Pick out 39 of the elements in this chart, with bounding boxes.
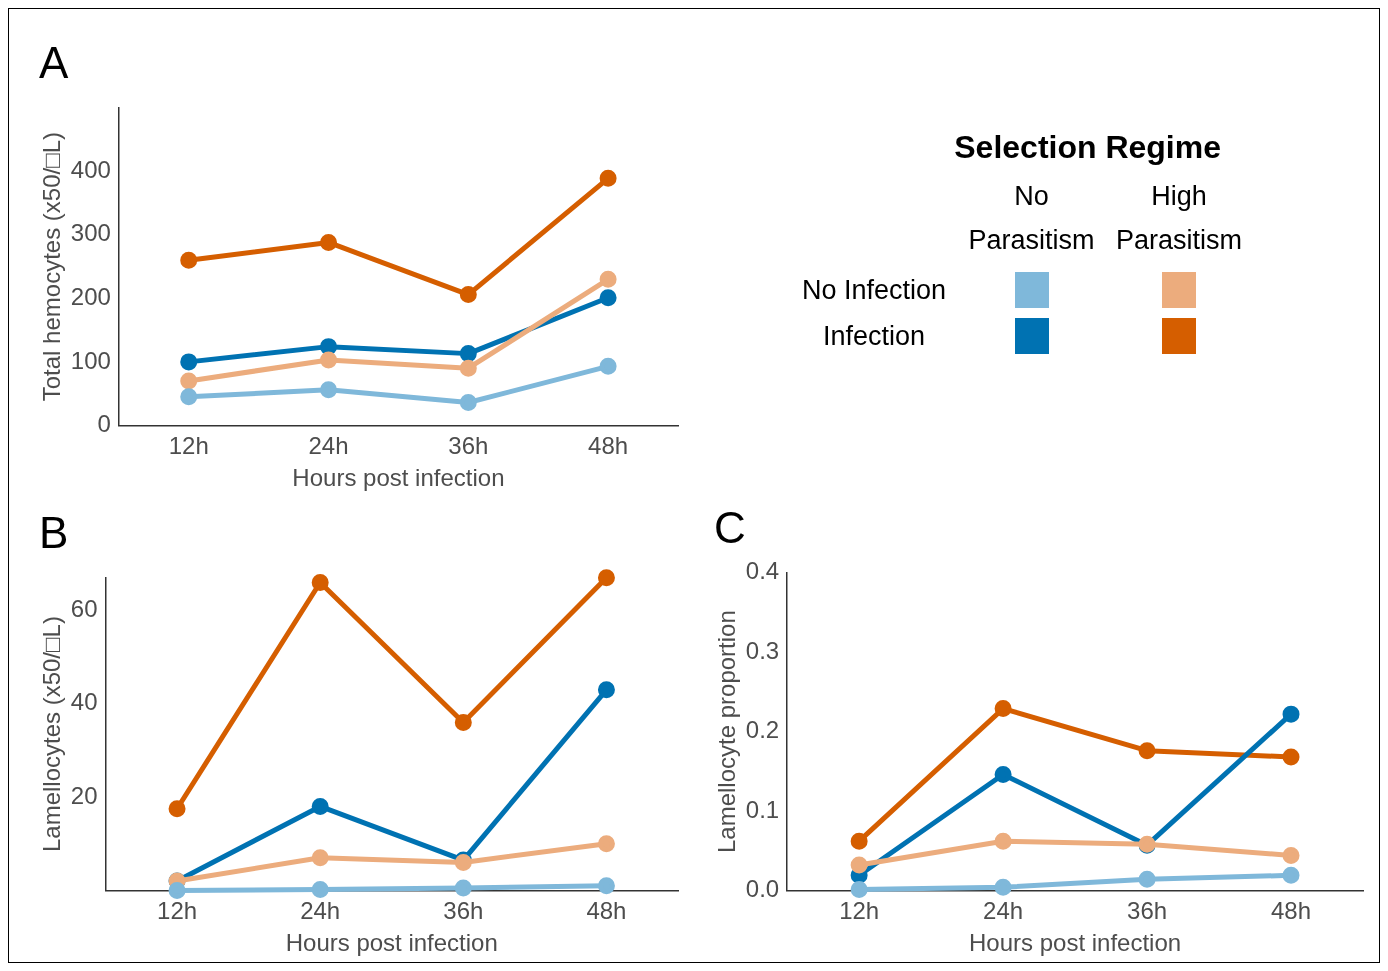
y-axis-title: Lamellocytes (x50/□L) [38,616,66,853]
y-tick-label: 0 [97,410,111,438]
x-tick-label: 48h [586,897,627,925]
y-tick-label: 0.1 [745,795,780,823]
x-axis-title: Hours post infection [285,929,498,957]
x-tick-label: 12h [839,897,880,925]
y-tick-label: 0.2 [745,716,780,744]
text: High Parasitism [1115,180,1243,257]
y-tick-label: 300 [70,219,111,247]
x-tick-label: 48h [1271,897,1312,925]
text: No Parasitism [967,180,1096,257]
y-tick-label: 60 [70,595,98,623]
x-axis-title: Hours post infection [292,464,505,492]
chart-title: C [714,502,746,552]
y-tick-label: 0.0 [745,875,780,903]
x-tick-label: 36h [448,432,489,460]
x-tick-label: 12h [157,897,198,925]
x-tick-label: 12h [168,432,209,460]
y-tick-label: 200 [70,282,111,310]
y-tick-label: 100 [70,346,111,374]
y-tick-label: 40 [70,688,98,716]
y-axis-title: Lamellocyte proportion [713,610,741,854]
y-axis-title: Total hemocytes (x50/□L) [38,131,66,402]
text: No Infection [800,274,948,306]
y-tick-label: 0.4 [745,557,780,585]
chart-title: A [39,37,69,87]
x-axis-title: Hours post infection [969,929,1182,957]
text: Infection [821,320,927,352]
y-tick-label: 400 [70,155,111,183]
chart-title: B [39,507,69,557]
x-tick-label: 24h [983,897,1024,925]
x-tick-label: 24h [300,897,341,925]
y-tick-label: 20 [70,781,98,809]
x-tick-label: 36h [1127,897,1168,925]
x-tick-label: 24h [308,432,349,460]
y-tick-label: 0.3 [745,636,780,664]
x-tick-label: 36h [443,897,484,925]
x-tick-label: 48h [588,432,629,460]
text: Selection Regime [953,129,1222,166]
